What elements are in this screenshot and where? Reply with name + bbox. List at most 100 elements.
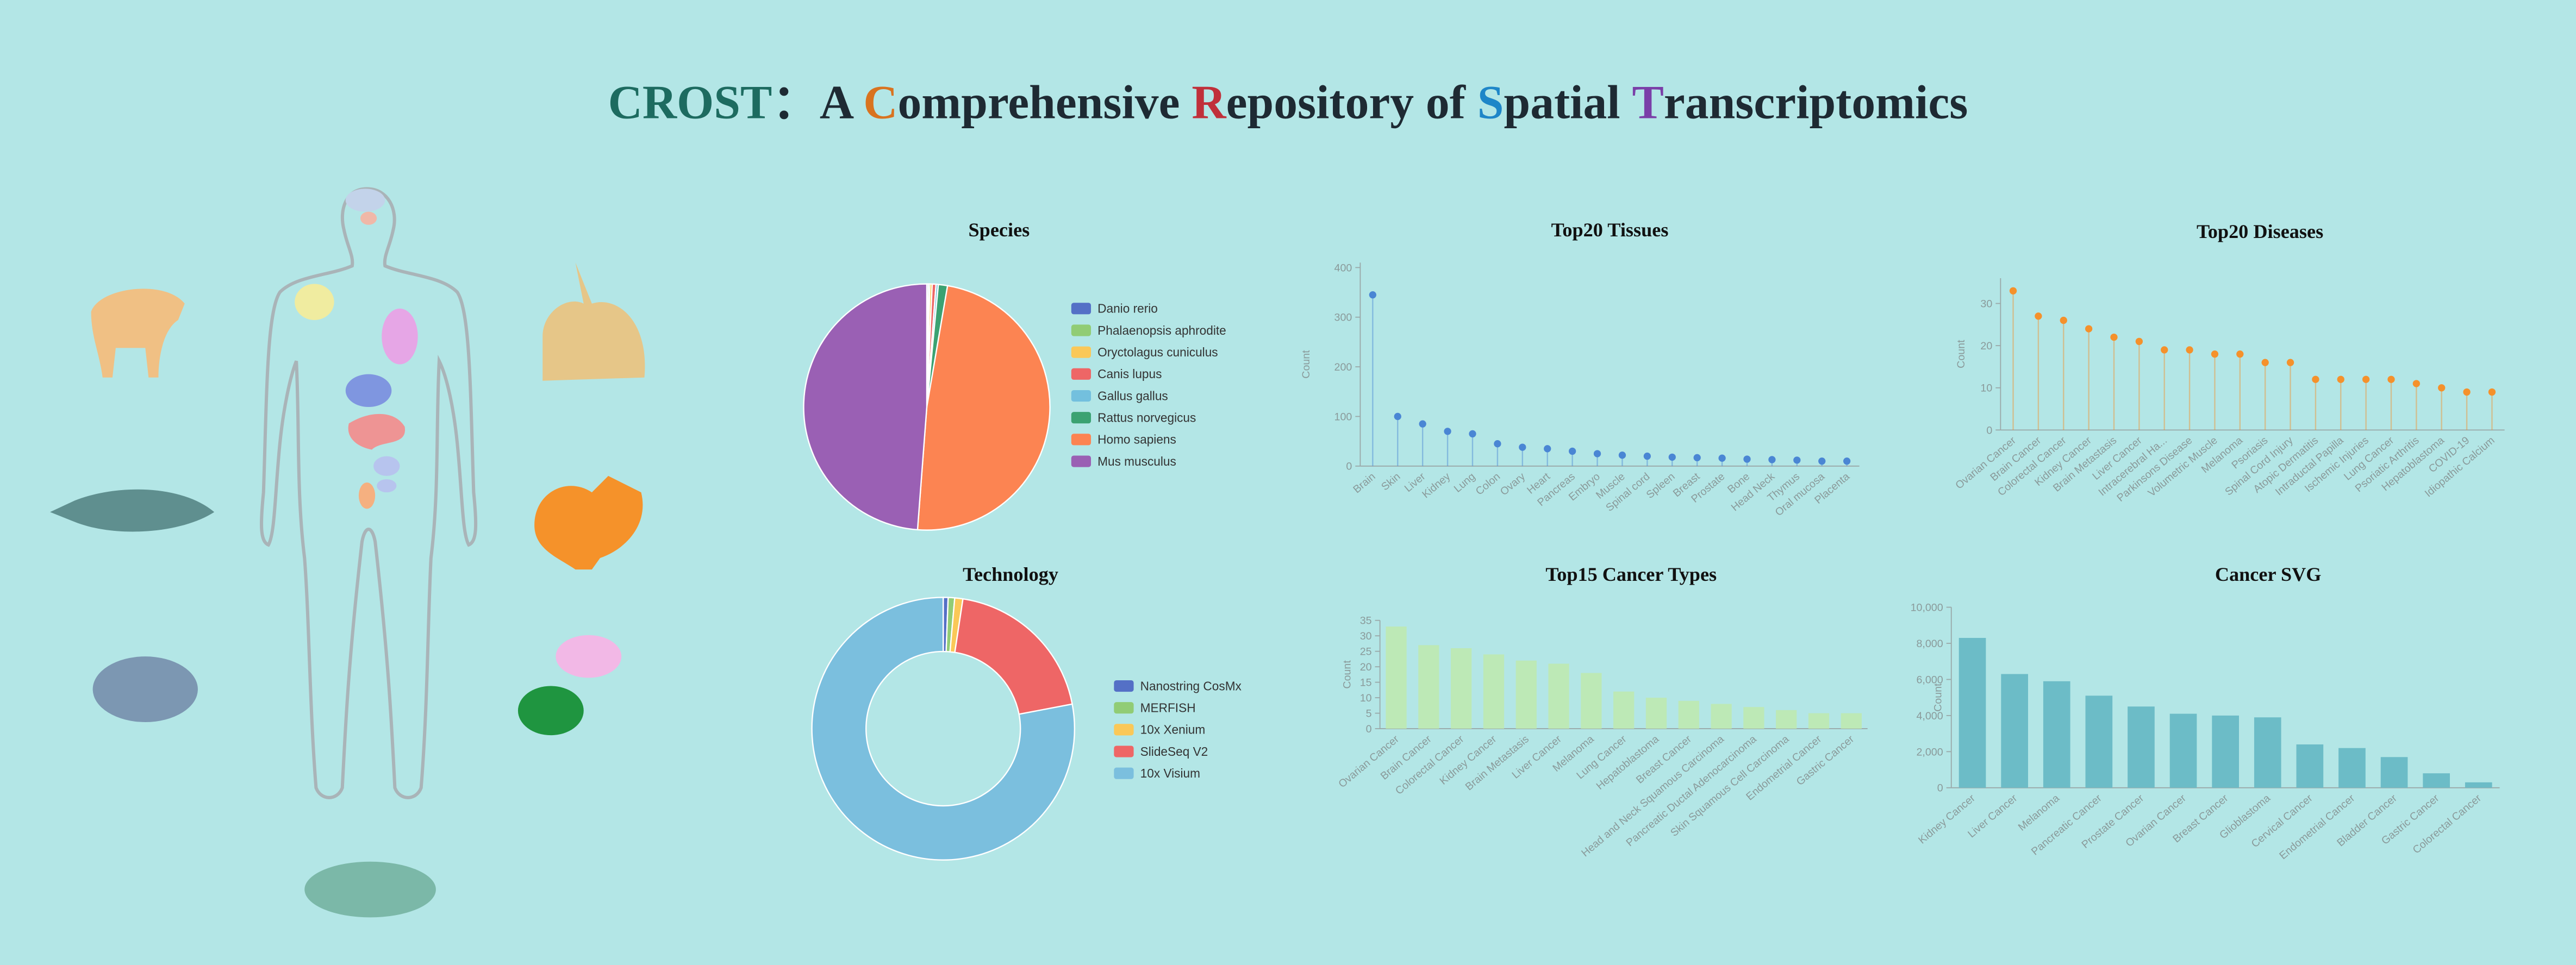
lollipop-dot [2135,337,2143,346]
lollipop-dot [1693,454,1701,461]
legend-swatch [1114,745,1134,757]
lollipop-dot [1818,458,1826,465]
legend-label: Homo sapiens [1097,433,1176,447]
lollipop-dot [1568,447,1576,455]
bar [1645,698,1667,729]
bar [1613,691,1635,729]
lollipop-dot [2362,375,2370,383]
bar [1808,713,1830,729]
slice [803,283,928,531]
lollipop-dot [1793,456,1801,464]
mouse-icon [304,861,436,918]
y-axis-label: Count [1932,683,1944,712]
bar [1515,660,1537,729]
organ [373,456,400,476]
lollipop-dot [2186,346,2193,354]
y-tick-label: 0 [1346,461,1352,473]
orchid-leaves [517,686,584,736]
bar [1711,704,1732,729]
lollipop-dot [1394,412,1401,421]
y-tick-label: 20 [1360,661,1372,673]
y-axis-label: Count [1341,660,1353,689]
y-tick-label: 30 [1360,630,1372,642]
lollipop-dot [1743,455,1751,463]
y-tick-label: 300 [1334,312,1352,324]
legend-label: Rattus norvegicus [1097,411,1196,425]
title-segment: epository of [1226,76,1477,128]
lollipop-dot [1593,450,1601,458]
chart-title: Top15 Cancer Types [1545,563,1717,585]
y-tick-label: 2,000 [1917,746,1943,758]
bar [1386,626,1407,729]
y-tick-label: 10 [1360,692,1372,704]
y-tick-label: 8,000 [1917,638,1943,650]
chart-title: Cancer SVG [2215,563,2322,585]
bar [1776,710,1797,729]
y-tick-label: 20 [1980,340,1992,352]
y-tick-label: 6,000 [1917,674,1943,686]
legend-label: Danio rerio [1097,302,1158,316]
brain [345,189,385,212]
title-segment: S [1477,76,1504,128]
lollipop-dot [2337,375,2344,383]
lollipop-dot [2085,325,2093,333]
lollipop-dot [2286,359,2294,366]
bar [2212,715,2239,788]
lollipop-dot [2211,350,2219,358]
lollipop-dot [1469,430,1476,438]
slice [916,285,1051,531]
organ [345,374,392,408]
lollipop-dot [1768,456,1776,463]
bar [2296,744,2324,788]
body-outline [259,187,478,799]
title-segment: CROST [608,76,772,128]
lollipop-dot [1369,291,1376,299]
lollipop-dot [1643,452,1651,460]
y-axis-label: Count [1300,350,1312,379]
legend-label: SlideSeq V2 [1140,744,1208,759]
legend-swatch [1071,390,1091,402]
legend-swatch [1071,303,1091,315]
lollipop-dot [1519,443,1526,451]
legend-swatch [1114,702,1134,714]
organ [360,211,377,225]
title-segment: R [1192,76,1227,128]
lollipop-dot [2161,346,2168,354]
bar [2465,782,2492,788]
title-segment: omprehensive [898,76,1192,128]
bar [2380,757,2408,788]
organ [382,308,418,365]
legend-label: Nanostring CosMx [1140,679,1242,693]
slice [954,598,1073,715]
page-title: CROST：A Comprehensive Repository of Spat… [608,76,1968,128]
lollipop-dot [2312,375,2319,383]
bar [2254,717,2281,788]
y-tick-label: 30 [1980,298,1992,310]
chart-title: Top20 Tissues [1551,219,1669,241]
lollipop-dot [2110,333,2118,341]
rabbit-icon [542,262,645,381]
illustration [50,187,645,918]
legend-swatch [1114,680,1134,692]
dog-icon [91,289,185,378]
y-tick-label: 10 [1980,383,1992,394]
lollipop-dot [2035,312,2042,320]
lollipop-dot [1444,428,1451,435]
title-segment: T [1632,76,1664,128]
legend-swatch [1071,368,1091,380]
organ [358,482,376,509]
bar [1418,645,1439,729]
legend-swatch [1114,767,1134,779]
bar [2423,773,2450,788]
lollipop-dot [1668,453,1676,461]
rat-icon [92,656,198,722]
y-tick-label: 35 [1360,615,1372,627]
organ [348,413,406,450]
bar [2128,706,2155,788]
bar [1451,648,1472,729]
y-tick-label: 10,000 [1911,601,1943,613]
y-tick-label: 200 [1334,361,1352,373]
legend-label: Gallus gallus [1097,388,1168,403]
legend-label: Canis lupus [1097,367,1162,381]
